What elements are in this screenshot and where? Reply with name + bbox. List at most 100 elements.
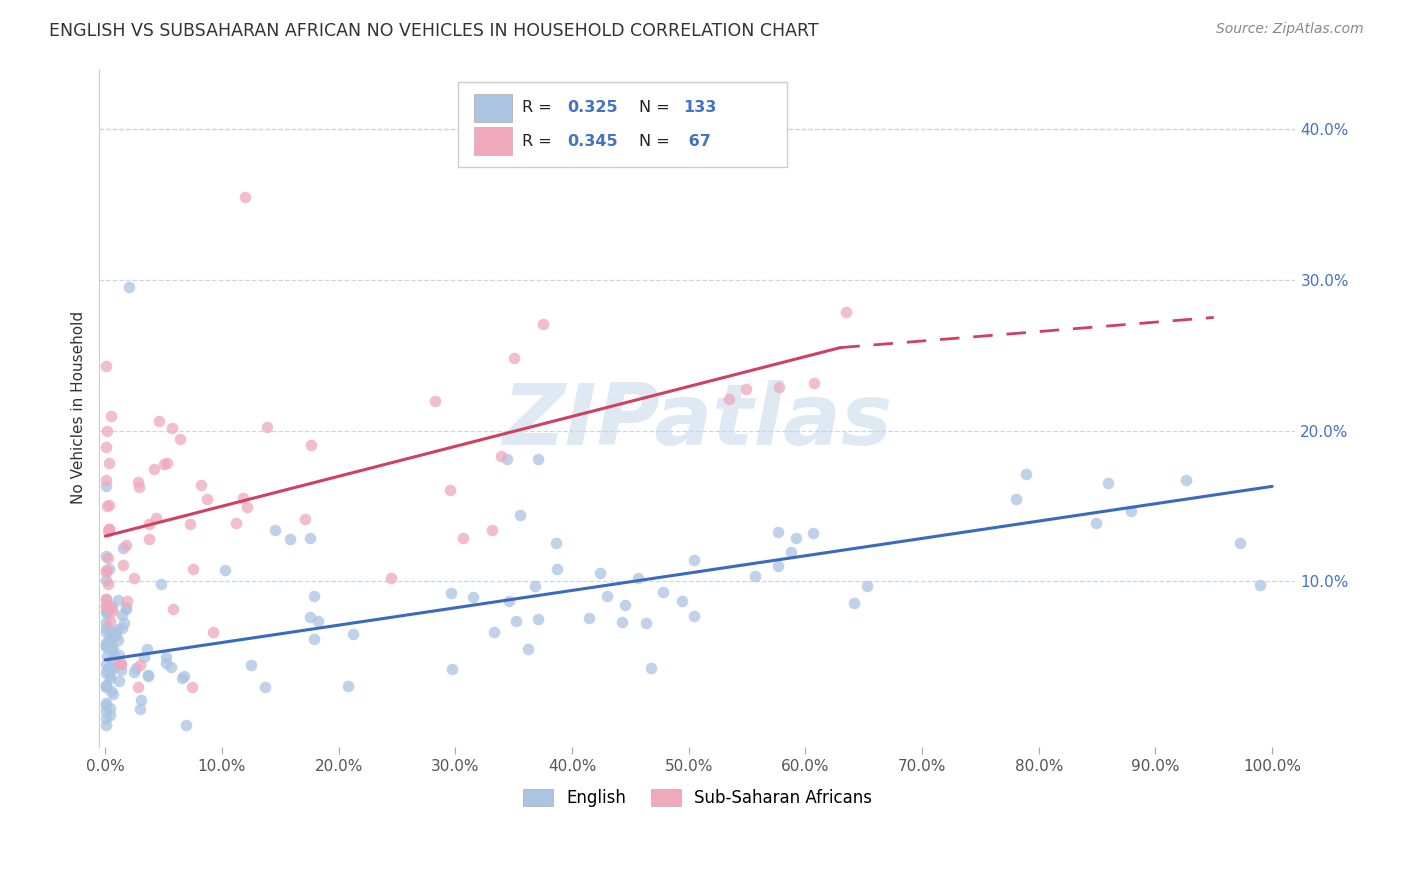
Point <box>96 717 118 731</box>
Point <box>717 392 740 406</box>
Point <box>531 318 554 332</box>
Point <box>145 511 167 525</box>
Point <box>516 642 538 657</box>
Point <box>671 594 693 608</box>
Point <box>1004 491 1026 506</box>
Point <box>97 601 120 615</box>
Point <box>148 414 170 428</box>
Text: N =: N = <box>638 134 675 149</box>
Point <box>96 704 118 718</box>
Point <box>96 563 118 577</box>
Point <box>100 409 122 423</box>
Point <box>96 680 118 694</box>
Point <box>103 648 125 663</box>
Point <box>683 608 706 623</box>
Point <box>159 660 181 674</box>
Point <box>505 615 527 629</box>
Point <box>111 558 134 572</box>
Point <box>96 479 118 493</box>
Point <box>96 440 118 454</box>
Point <box>179 516 201 531</box>
Point <box>138 532 160 546</box>
Point <box>125 661 148 675</box>
Point <box>481 523 503 537</box>
Point <box>100 632 122 646</box>
Point <box>114 615 136 630</box>
Point <box>596 590 619 604</box>
Point <box>96 565 118 579</box>
Point <box>1249 578 1271 592</box>
Point <box>110 657 132 671</box>
Point <box>640 661 662 675</box>
Point <box>236 500 259 514</box>
Point <box>100 614 122 628</box>
Point <box>96 679 118 693</box>
Point <box>278 532 301 546</box>
Point <box>96 599 118 614</box>
Point <box>96 637 118 651</box>
Point <box>110 657 132 672</box>
Point <box>100 683 122 698</box>
Point <box>153 457 176 471</box>
Point <box>156 456 179 470</box>
Point <box>98 456 121 470</box>
Point <box>744 569 766 583</box>
Text: 0.345: 0.345 <box>567 134 617 149</box>
Point <box>190 477 212 491</box>
Point <box>162 602 184 616</box>
Point <box>451 531 474 545</box>
Point <box>1085 516 1108 530</box>
Text: 67: 67 <box>683 134 711 149</box>
Point <box>589 566 612 581</box>
Point <box>461 591 484 605</box>
Point <box>132 649 155 664</box>
Point <box>149 577 172 591</box>
Point <box>1097 476 1119 491</box>
Text: Source: ZipAtlas.com: Source: ZipAtlas.com <box>1216 22 1364 37</box>
Point <box>231 491 253 505</box>
Point <box>96 592 118 607</box>
Point <box>101 600 124 615</box>
Text: R =: R = <box>522 101 557 115</box>
Point <box>98 707 121 722</box>
Point <box>627 571 650 585</box>
Point <box>523 579 546 593</box>
Point <box>307 614 329 628</box>
Point <box>96 359 118 373</box>
Point <box>96 549 118 563</box>
Point <box>801 526 824 541</box>
Point <box>96 499 118 513</box>
Point <box>96 621 118 635</box>
Point <box>108 657 131 671</box>
Point <box>97 524 120 539</box>
Y-axis label: No Vehicles in Household: No Vehicles in Household <box>72 311 86 505</box>
Point <box>110 663 132 677</box>
Point <box>651 584 673 599</box>
Point <box>636 616 658 631</box>
Point <box>98 562 121 576</box>
Point <box>122 665 145 679</box>
Point <box>482 624 505 639</box>
Point <box>96 639 118 653</box>
Point <box>103 653 125 667</box>
Point <box>100 641 122 656</box>
Point <box>441 662 464 676</box>
Point <box>96 592 118 607</box>
Point <box>614 598 637 612</box>
Point <box>114 538 136 552</box>
Point <box>503 351 526 365</box>
Point <box>96 711 118 725</box>
Point <box>108 648 131 663</box>
Point <box>98 671 121 685</box>
Point <box>96 635 118 649</box>
Point <box>122 571 145 585</box>
Point <box>578 611 600 625</box>
Point <box>380 571 402 585</box>
Point <box>105 622 128 636</box>
Point <box>1121 504 1143 518</box>
Point <box>423 393 446 408</box>
Point <box>96 605 118 619</box>
Point <box>96 473 118 487</box>
Point <box>96 648 118 663</box>
Point <box>101 640 124 655</box>
